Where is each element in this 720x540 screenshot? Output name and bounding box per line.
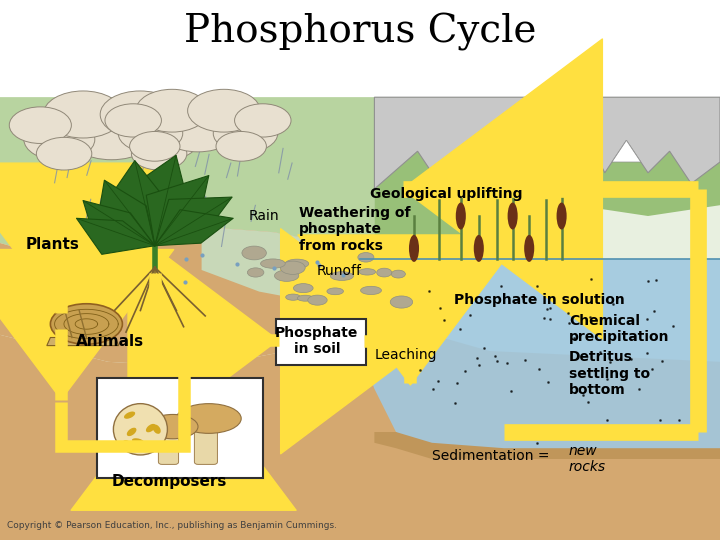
- Text: Phosphate in solution: Phosphate in solution: [454, 293, 624, 307]
- Text: Detritus
settling to
bottom: Detritus settling to bottom: [569, 350, 650, 397]
- Polygon shape: [202, 227, 418, 302]
- Bar: [0, 0, 720, 97]
- Ellipse shape: [377, 268, 392, 277]
- Ellipse shape: [330, 272, 354, 280]
- Ellipse shape: [176, 403, 241, 433]
- Ellipse shape: [456, 202, 466, 230]
- Polygon shape: [0, 227, 374, 540]
- Polygon shape: [0, 97, 374, 270]
- Ellipse shape: [100, 91, 180, 138]
- Ellipse shape: [524, 235, 534, 262]
- Ellipse shape: [123, 440, 133, 448]
- Ellipse shape: [307, 295, 327, 305]
- Text: Leaching: Leaching: [374, 348, 437, 362]
- Polygon shape: [102, 160, 166, 246]
- Ellipse shape: [136, 89, 208, 132]
- Ellipse shape: [128, 118, 199, 160]
- Ellipse shape: [235, 104, 291, 137]
- Polygon shape: [0, 324, 720, 540]
- Ellipse shape: [294, 284, 313, 293]
- Polygon shape: [96, 180, 155, 246]
- Polygon shape: [146, 176, 209, 246]
- Ellipse shape: [216, 131, 266, 161]
- Ellipse shape: [65, 105, 158, 160]
- Polygon shape: [374, 97, 720, 194]
- Ellipse shape: [9, 107, 71, 144]
- Ellipse shape: [285, 259, 309, 268]
- Text: new
rocks: new rocks: [569, 444, 606, 474]
- Ellipse shape: [261, 259, 285, 268]
- Text: Weathering of
phosphate
from rocks: Weathering of phosphate from rocks: [299, 206, 410, 253]
- Ellipse shape: [508, 202, 518, 230]
- Text: Phosphorus Cycle: Phosphorus Cycle: [184, 14, 536, 51]
- Ellipse shape: [391, 270, 405, 278]
- Ellipse shape: [114, 404, 167, 455]
- Polygon shape: [468, 135, 497, 157]
- Ellipse shape: [43, 91, 123, 138]
- Text: Animals: Animals: [76, 334, 144, 349]
- FancyBboxPatch shape: [158, 424, 179, 464]
- Ellipse shape: [390, 296, 413, 308]
- Text: Sedimentation =: Sedimentation =: [432, 449, 549, 463]
- Ellipse shape: [156, 102, 240, 152]
- Bar: [0, 97, 720, 475]
- Text: Copyright © Pearson Education, Inc., publishing as Benjamin Cummings.: Copyright © Pearson Education, Inc., pub…: [7, 521, 337, 530]
- Ellipse shape: [148, 415, 198, 438]
- Polygon shape: [83, 200, 155, 246]
- Text: Chemical
precipitation: Chemical precipitation: [569, 314, 670, 345]
- Polygon shape: [120, 156, 189, 246]
- Ellipse shape: [118, 114, 183, 152]
- Polygon shape: [155, 197, 232, 246]
- Text: Decomposers: Decomposers: [112, 474, 227, 489]
- Ellipse shape: [359, 269, 376, 275]
- Polygon shape: [346, 259, 720, 459]
- Ellipse shape: [105, 104, 161, 137]
- Text: Rain: Rain: [248, 209, 279, 223]
- Ellipse shape: [248, 268, 264, 277]
- Ellipse shape: [132, 438, 144, 444]
- Ellipse shape: [127, 428, 137, 436]
- Ellipse shape: [242, 246, 266, 260]
- Ellipse shape: [297, 295, 313, 301]
- Text: Runoff: Runoff: [317, 264, 362, 278]
- Ellipse shape: [130, 131, 180, 161]
- Ellipse shape: [274, 270, 299, 281]
- Bar: [0, 459, 720, 540]
- Ellipse shape: [50, 303, 122, 345]
- Ellipse shape: [409, 235, 419, 262]
- Text: Geological uplifting: Geological uplifting: [370, 187, 523, 201]
- Polygon shape: [155, 210, 233, 246]
- FancyBboxPatch shape: [97, 378, 263, 478]
- Ellipse shape: [146, 424, 156, 433]
- Ellipse shape: [24, 118, 95, 160]
- Polygon shape: [612, 140, 641, 162]
- Ellipse shape: [361, 286, 382, 294]
- FancyBboxPatch shape: [276, 319, 366, 364]
- Ellipse shape: [188, 89, 260, 132]
- Ellipse shape: [557, 202, 567, 230]
- Polygon shape: [374, 432, 720, 459]
- Ellipse shape: [327, 288, 343, 295]
- Ellipse shape: [286, 294, 300, 300]
- Ellipse shape: [358, 253, 374, 262]
- Polygon shape: [374, 97, 720, 270]
- Ellipse shape: [474, 235, 484, 262]
- Polygon shape: [47, 338, 119, 346]
- Ellipse shape: [152, 107, 214, 144]
- Ellipse shape: [280, 261, 305, 274]
- Polygon shape: [518, 119, 547, 140]
- Polygon shape: [76, 218, 155, 254]
- Ellipse shape: [124, 411, 135, 419]
- Ellipse shape: [153, 424, 161, 434]
- FancyBboxPatch shape: [194, 418, 217, 464]
- Text: Phosphate
in soil: Phosphate in soil: [275, 326, 359, 356]
- Ellipse shape: [131, 137, 187, 170]
- Text: Plants: Plants: [25, 237, 79, 252]
- Ellipse shape: [36, 137, 92, 170]
- Ellipse shape: [213, 114, 278, 152]
